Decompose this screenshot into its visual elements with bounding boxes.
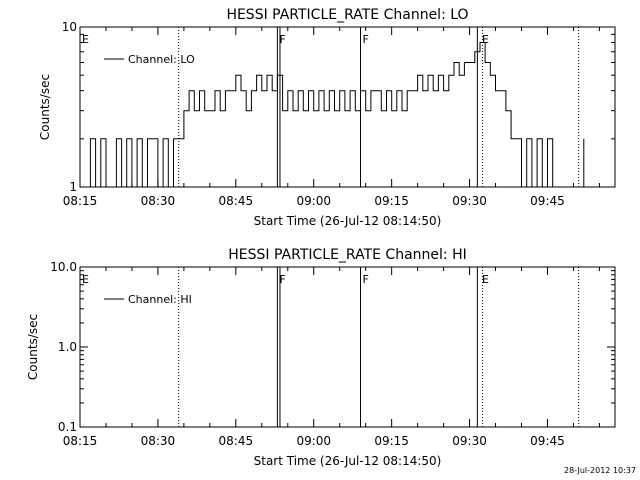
x-tick-label: 08:45: [219, 194, 254, 208]
x-tick-label: 09:30: [452, 194, 487, 208]
x-tick-label: 09:45: [530, 434, 565, 448]
event-flag-label: F: [279, 33, 285, 46]
x-axis-label: Start Time (26-Jul-12 08:14:50): [254, 454, 442, 468]
event-flag-label: E: [482, 273, 489, 286]
plot-frame: [79, 266, 616, 428]
x-tick-label: 09:15: [374, 434, 409, 448]
event-flag-label: E: [82, 273, 89, 286]
footer-timestamp: 28-Jul-2012 10:37: [564, 466, 636, 475]
legend-label: Channel: LO: [128, 53, 195, 66]
y-tick-label: 10.0: [50, 260, 77, 274]
event-flag-label: F: [362, 273, 368, 286]
plot-frame: [79, 26, 616, 188]
x-tick-label: 09:45: [530, 194, 565, 208]
y-tick-label: 10: [62, 20, 77, 34]
series-line: [85, 42, 585, 188]
y-tick-label: 0.1: [58, 420, 77, 434]
y-axis-label: Counts/sec: [26, 314, 40, 380]
legend-label: Channel: HI: [128, 293, 192, 306]
event-flag-label: E: [482, 33, 489, 46]
chart-title: HESSI PARTICLE_RATE Channel: LO: [226, 7, 468, 23]
x-tick-label: 09:30: [452, 434, 487, 448]
x-tick-label: 08:30: [141, 434, 176, 448]
x-axis-label: Start Time (26-Jul-12 08:14:50): [254, 214, 442, 228]
panel-hi: HESSI PARTICLE_RATE Channel: HI Start Tim…: [26, 247, 616, 468]
x-tick-label: 08:45: [219, 434, 254, 448]
chart-title: HESSI PARTICLE_RATE Channel: HI: [228, 247, 466, 263]
event-flag-label: E: [82, 33, 89, 46]
x-tick-label: 08:15: [63, 434, 98, 448]
x-tick-label: 09:00: [296, 194, 331, 208]
x-tick-label: 08:30: [141, 194, 176, 208]
y-tick-label: 1.0: [58, 340, 77, 354]
y-axis-label: Counts/sec: [38, 74, 52, 140]
event-flag-label: F: [279, 273, 285, 286]
panel-lo: HESSI PARTICLE_RATE Channel: LO Start Tim…: [38, 7, 616, 228]
x-tick-label: 09:00: [296, 434, 331, 448]
y-tick-label: 1: [69, 180, 77, 194]
x-tick-label: 08:15: [63, 194, 98, 208]
event-flag-label: F: [362, 33, 368, 46]
x-tick-label: 09:15: [374, 194, 409, 208]
